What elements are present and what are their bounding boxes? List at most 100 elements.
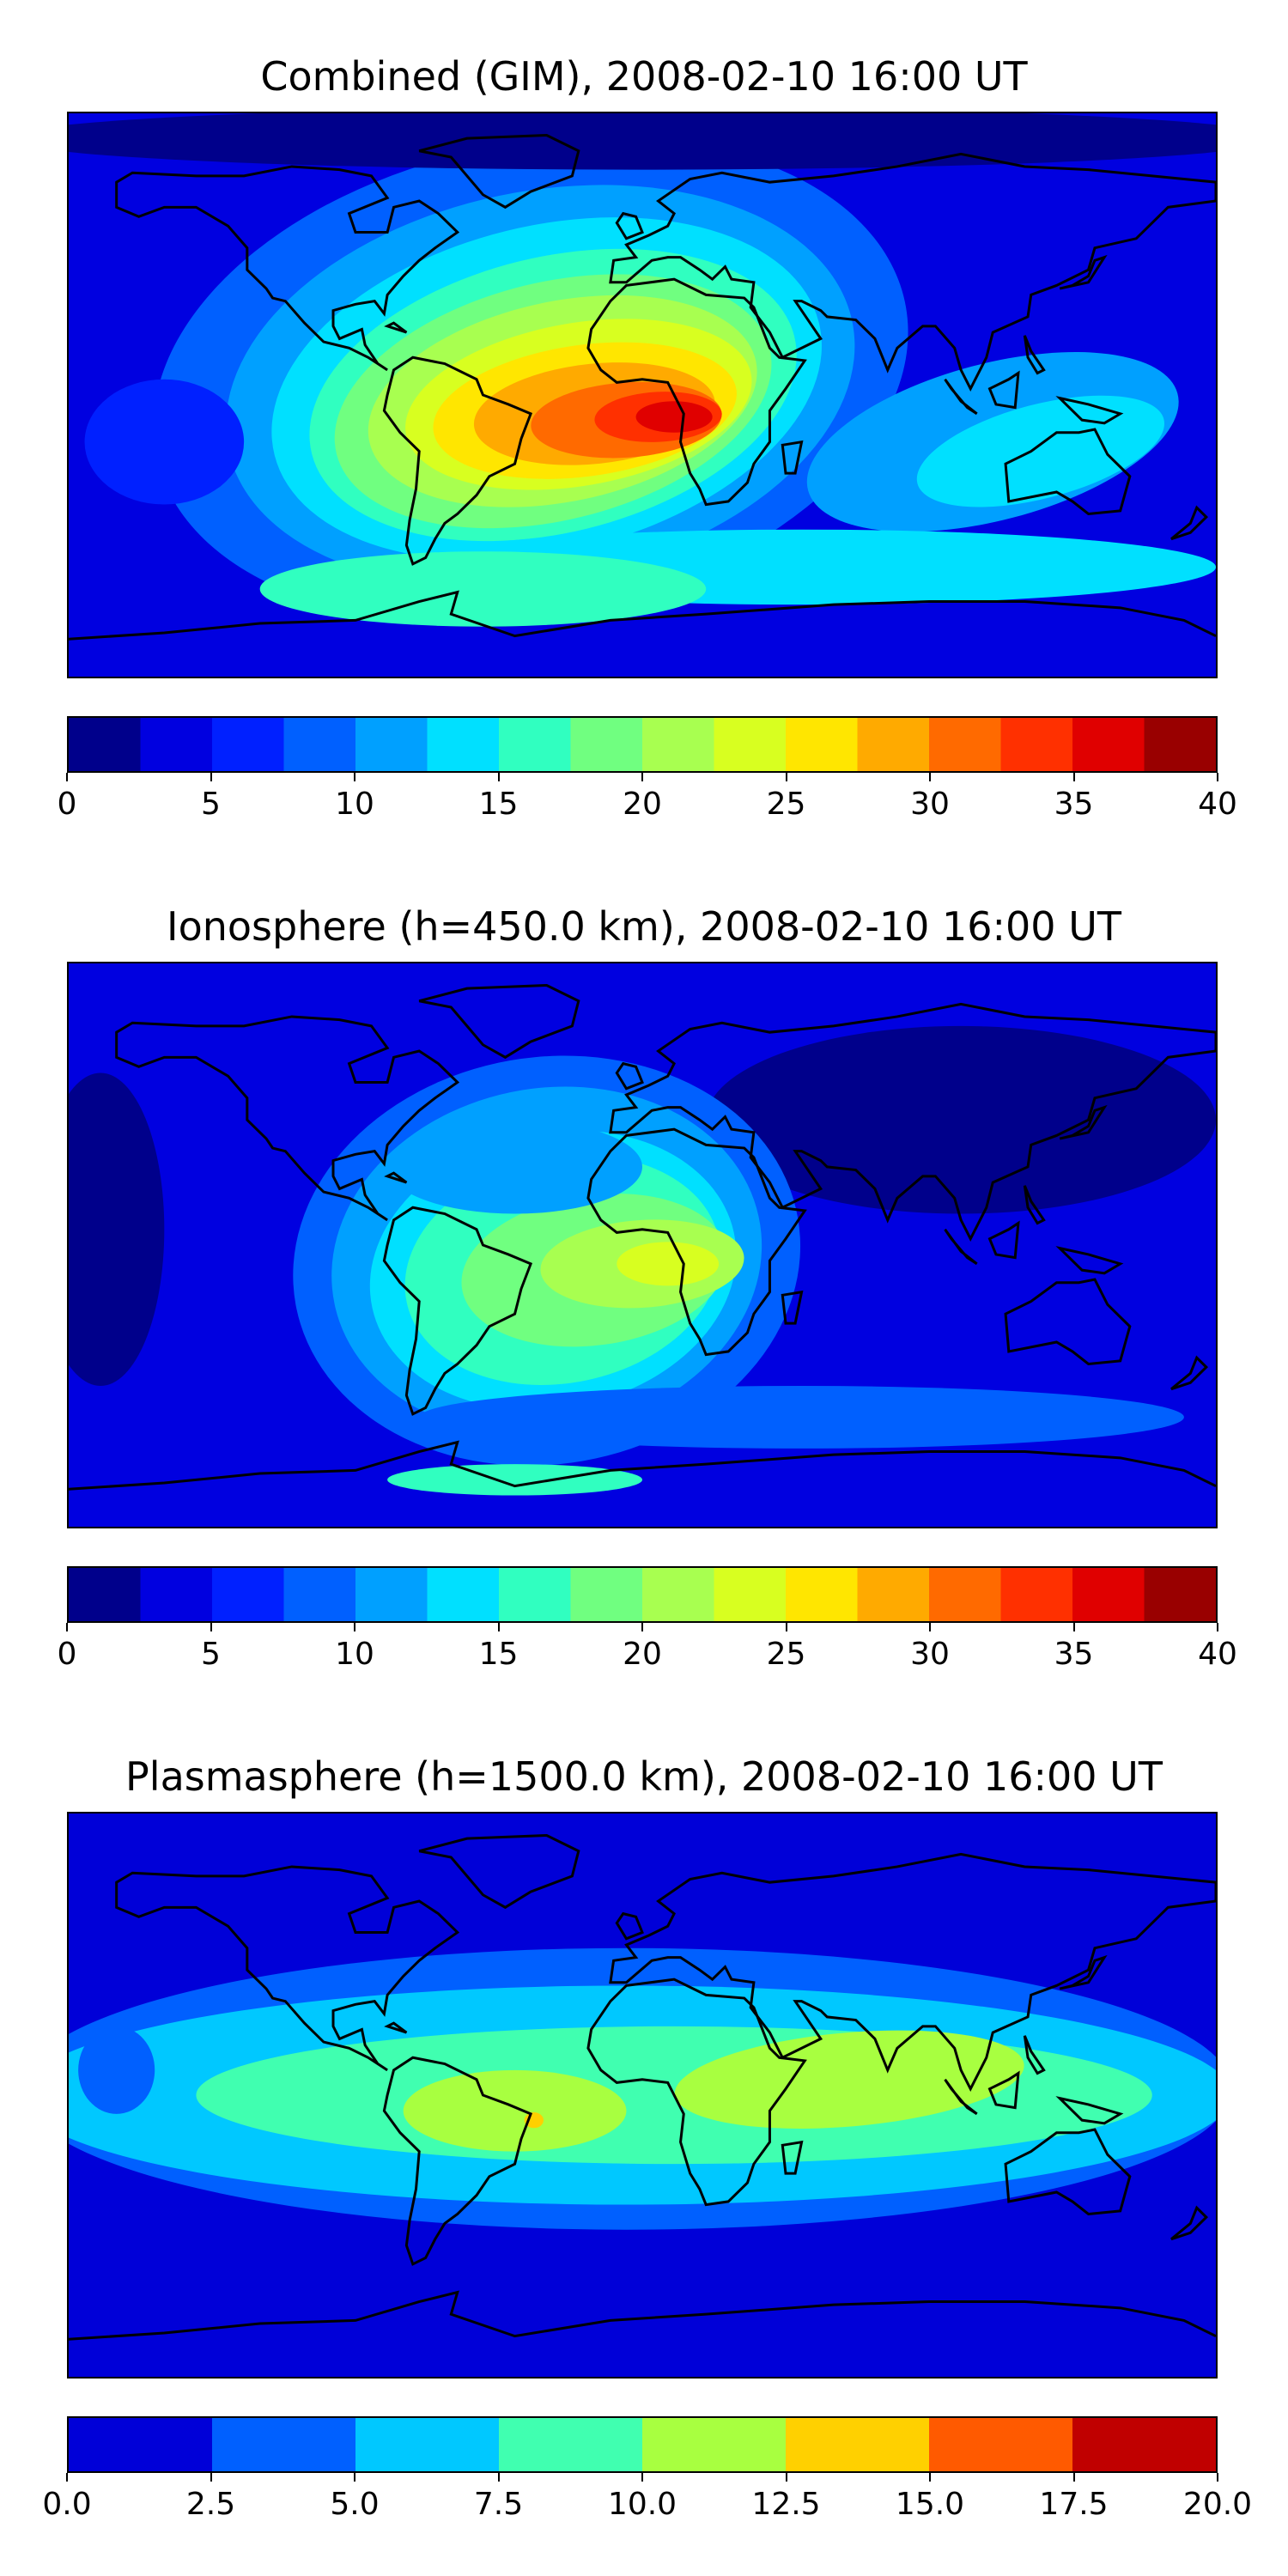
coastline-island bbox=[1024, 336, 1043, 374]
coastline-island bbox=[1060, 1958, 1104, 1989]
colorbar-tick-mark bbox=[497, 773, 500, 781]
colorbar-tick-mark bbox=[354, 1623, 355, 1631]
colorbar-tick-label: 20 bbox=[623, 787, 662, 822]
coastline-island bbox=[782, 442, 801, 473]
colorbar-tick-label: 35 bbox=[1054, 1637, 1094, 1672]
colorbar-segment bbox=[69, 2418, 213, 2471]
coastline bbox=[588, 1979, 805, 2204]
coastline-island bbox=[1060, 1249, 1121, 1273]
colorbar-tick-mark bbox=[354, 2473, 355, 2482]
coastline-island bbox=[782, 1292, 801, 1323]
colorbar-tick-label: 40 bbox=[1198, 1637, 1237, 1672]
colorbar-tick-label: 25 bbox=[766, 1637, 806, 1672]
colorbar-tick-mark bbox=[641, 773, 643, 781]
colorbar bbox=[67, 716, 1218, 773]
colorbar-tick-label: 10 bbox=[335, 787, 374, 822]
coastline bbox=[384, 1207, 531, 1414]
colorbar-ticks: 0 5 10 15 20 25 30 35 40 bbox=[58, 773, 1237, 824]
colorbar-segment bbox=[929, 718, 1002, 771]
colorbar-segment bbox=[499, 718, 572, 771]
ionosphere-panel: Ionosphere (h=450.0 km), 2008-02-10 16:0… bbox=[0, 850, 1288, 1709]
coastline bbox=[69, 592, 1216, 640]
colorbar-segment bbox=[1072, 1568, 1145, 1621]
colorbar-tick-label: 2.5 bbox=[185, 2487, 236, 2522]
colorbar-tick-label: 35 bbox=[1054, 787, 1094, 822]
coastline-island bbox=[617, 214, 642, 239]
colorbar-tick-mark bbox=[66, 2473, 68, 2482]
colorbar-tick-label: 0 bbox=[57, 1637, 77, 1672]
colorbar-tick-mark bbox=[210, 1623, 212, 1631]
coastline-island bbox=[1024, 2036, 1043, 2074]
colorbar-segment bbox=[570, 718, 643, 771]
colorbar-segment bbox=[212, 1568, 285, 1621]
colorbar-segment bbox=[929, 1568, 1002, 1621]
tec-contour-band bbox=[387, 1120, 642, 1214]
tec-contour-band bbox=[69, 113, 1216, 170]
coastline-island bbox=[617, 1064, 642, 1089]
tec-contour-band bbox=[419, 1386, 1184, 1449]
colorbar-tick-mark bbox=[929, 1623, 931, 1631]
colorbar-segment bbox=[212, 2418, 356, 2471]
colorbar-segment bbox=[786, 1568, 859, 1621]
colorbar-segment bbox=[283, 1568, 356, 1621]
coastline bbox=[117, 167, 458, 370]
coastline bbox=[588, 1129, 805, 1354]
colorbar-segment bbox=[570, 1568, 643, 1621]
coastline bbox=[611, 1854, 1216, 2088]
colorbar-segment bbox=[427, 718, 500, 771]
coastline bbox=[384, 2057, 531, 2264]
coastline bbox=[611, 154, 1216, 388]
coastline bbox=[419, 986, 579, 1058]
colorbar-tick-mark bbox=[1217, 1623, 1218, 1631]
coastline bbox=[117, 1867, 458, 2070]
coastline bbox=[611, 1004, 1216, 1238]
colorbar-tick-label: 40 bbox=[1198, 787, 1237, 822]
colorbar-ticks: 0 5 10 15 20 25 30 35 40 bbox=[58, 1623, 1237, 1674]
colorbar bbox=[67, 2416, 1218, 2473]
chart-title: Plasmasphere (h=1500.0 km), 2008-02-10 1… bbox=[125, 1753, 1163, 1800]
coastline-island bbox=[1060, 1108, 1104, 1139]
heatmap-plot bbox=[69, 1814, 1216, 2377]
colorbar-tick-label: 30 bbox=[910, 1637, 950, 1672]
colorbar-tick-mark bbox=[641, 1623, 643, 1631]
colorbar-segment bbox=[140, 1568, 213, 1621]
tec-map bbox=[67, 112, 1218, 678]
coastline-island bbox=[1060, 258, 1104, 289]
colorbar bbox=[67, 1566, 1218, 1623]
coastline bbox=[419, 1836, 579, 1908]
tec-contour-band bbox=[78, 2026, 155, 2114]
colorbar-segment bbox=[786, 2418, 930, 2471]
combined-gim-panel: Combined (GIM), 2008-02-10 16:00 UT 0 5 10… bbox=[0, 0, 1288, 859]
colorbar-tick-label: 20.0 bbox=[1182, 2487, 1253, 2522]
colorbar-tick-label: 5 bbox=[201, 1637, 221, 1672]
coastline bbox=[1005, 2129, 1130, 2214]
colorbar-tick-label: 5 bbox=[201, 787, 221, 822]
colorbar-segments bbox=[69, 718, 1216, 771]
coastline-island bbox=[1060, 2099, 1121, 2123]
tec-contour-band bbox=[635, 401, 713, 433]
colorbar-tick-mark bbox=[929, 2473, 931, 2482]
colorbar-segment bbox=[1072, 718, 1145, 771]
colorbar-segment bbox=[283, 718, 356, 771]
colorbar-segment bbox=[1000, 718, 1073, 771]
chart-title: Ionosphere (h=450.0 km), 2008-02-10 16:0… bbox=[167, 903, 1121, 950]
coastline-island bbox=[945, 380, 977, 414]
colorbar-segment bbox=[355, 2418, 500, 2471]
colorbar-tick-label: 0.0 bbox=[42, 2487, 92, 2522]
colorbar-segment bbox=[212, 718, 285, 771]
tec-contour-band bbox=[617, 1242, 720, 1286]
heatmap-plot bbox=[69, 113, 1216, 677]
coastline bbox=[588, 279, 805, 504]
colorbar-segment bbox=[1000, 1568, 1073, 1621]
tec-contour-band bbox=[69, 1072, 165, 1386]
coastline-island bbox=[990, 1223, 1018, 1257]
coastline-island bbox=[990, 2073, 1018, 2107]
coastline bbox=[1005, 1279, 1130, 1364]
colorbar-tick-mark bbox=[354, 773, 355, 781]
coastline-island bbox=[387, 323, 406, 332]
colorbar-tick-label: 0 bbox=[57, 787, 77, 822]
colorbar-tick-mark bbox=[497, 2473, 500, 2482]
coastline bbox=[69, 2293, 1216, 2340]
chart-title: Combined (GIM), 2008-02-10 16:00 UT bbox=[260, 53, 1028, 100]
colorbar-tick-mark bbox=[929, 773, 931, 781]
